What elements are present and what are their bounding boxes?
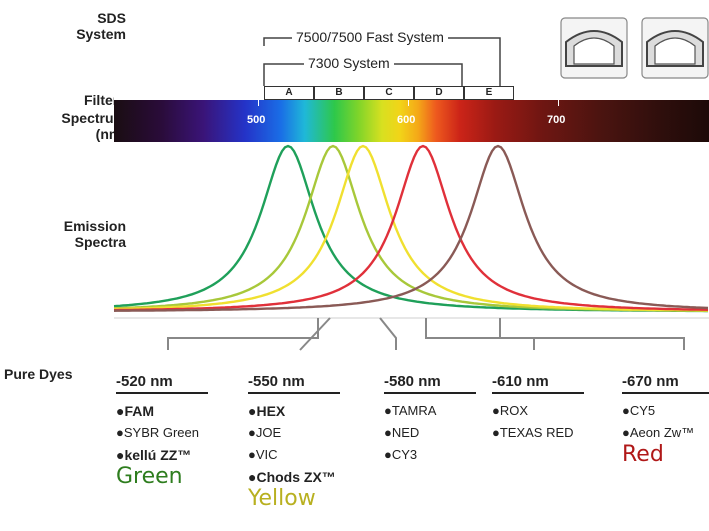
emission-curve-570 xyxy=(113,144,709,312)
dye-item: ●Aeon Zw™ xyxy=(622,425,695,440)
connector-610 xyxy=(425,318,535,350)
tick-mark-700 xyxy=(558,100,559,106)
dye-group-580: -580 nm ●TAMRA ●NED ●CY3 xyxy=(384,372,502,466)
dye-item: ●VIC xyxy=(248,447,278,462)
dye-item: ●HEX xyxy=(248,403,286,419)
sds-label-line2: System xyxy=(76,26,126,42)
filter-b: B xyxy=(314,86,364,100)
spectrum-bar xyxy=(114,100,709,142)
dye-group-heading: -610 nm xyxy=(492,373,549,390)
connector-550 xyxy=(299,317,331,351)
emission-curve-610 xyxy=(114,144,709,312)
emission-spectra-plot xyxy=(113,144,709,351)
dye-group-610: -610 nm ●ROX ●TEXAS RED xyxy=(492,372,610,444)
fast-system-label: 7500/7500 Fast System xyxy=(292,29,448,45)
dye-group-550: -550 nm ●HEX ●JOE ●VIC ●Chods ZX™ Yellow xyxy=(248,372,366,510)
dye-group-underline xyxy=(622,392,709,394)
emission-curves xyxy=(113,144,709,313)
emission-label-line2: Spectra xyxy=(74,234,126,250)
sds-system-label: SDS System xyxy=(0,10,126,42)
dye-group-heading: -520 nm xyxy=(116,373,173,390)
spectrum-label-line1: Spectrum xyxy=(61,110,126,126)
color-word-green: Green xyxy=(116,464,183,489)
color-word-red: Red xyxy=(622,442,664,467)
tick-label-600: 600 xyxy=(397,114,416,126)
system-7300-label: 7300 System xyxy=(304,55,394,71)
dye-group-670: -670 nm ●CY5 ●Aeon Zw™ Red xyxy=(622,372,709,466)
dye-item: ●CY3 xyxy=(384,447,418,462)
dye-group-underline xyxy=(116,392,208,394)
emission-label-line1: Emission xyxy=(63,218,126,234)
dye-group-heading: -580 nm xyxy=(384,373,441,390)
dye-item: ●Chods ZX™ xyxy=(248,469,336,485)
filter-a: A xyxy=(264,86,314,100)
dye-item: ●kellú ZZ™ xyxy=(116,447,192,463)
dye-group-heading: -670 nm xyxy=(622,373,679,390)
dye-item: ●TAMRA xyxy=(384,403,437,418)
dye-item: ●NED xyxy=(384,425,420,440)
dye-group-heading: -550 nm xyxy=(248,373,305,390)
dye-item: ●CY5 xyxy=(622,403,656,418)
connector-580 xyxy=(379,317,397,350)
dye-item: ●ROX xyxy=(492,403,529,418)
sds-label-line1: SDS xyxy=(97,10,126,26)
emission-curve-660 xyxy=(113,144,709,312)
filter-c: C xyxy=(364,86,414,100)
color-word-yellow: Yellow xyxy=(248,486,316,511)
tick-mark-500 xyxy=(258,100,259,106)
filter-e: E xyxy=(464,86,514,100)
dye-item: ●FAM xyxy=(116,403,155,419)
pure-dyes-label: Pure Dyes xyxy=(4,366,73,382)
tick-mark-600 xyxy=(408,100,409,106)
connector-670 xyxy=(499,318,685,350)
dye-item: ●JOE xyxy=(248,425,282,440)
dye-group-520: -520 nm ●FAM ●SYBR Green ●kellú ZZ™ Green xyxy=(116,372,234,488)
instrument-icon xyxy=(560,17,709,79)
filter-d: D xyxy=(414,86,464,100)
tick-label-500: 500 xyxy=(247,114,266,126)
dye-group-underline xyxy=(384,392,476,394)
dye-group-underline xyxy=(248,392,340,394)
dye-connectors xyxy=(167,317,685,351)
emission-curve-550 xyxy=(113,144,708,312)
connector-520 xyxy=(167,318,319,350)
tick-label-700: 700 xyxy=(547,114,566,126)
emission-label: Emission Spectra xyxy=(0,218,126,250)
dye-item: ●SYBR Green xyxy=(116,425,199,440)
dye-item: ●TEXAS RED xyxy=(492,425,574,440)
dye-group-underline xyxy=(492,392,584,394)
